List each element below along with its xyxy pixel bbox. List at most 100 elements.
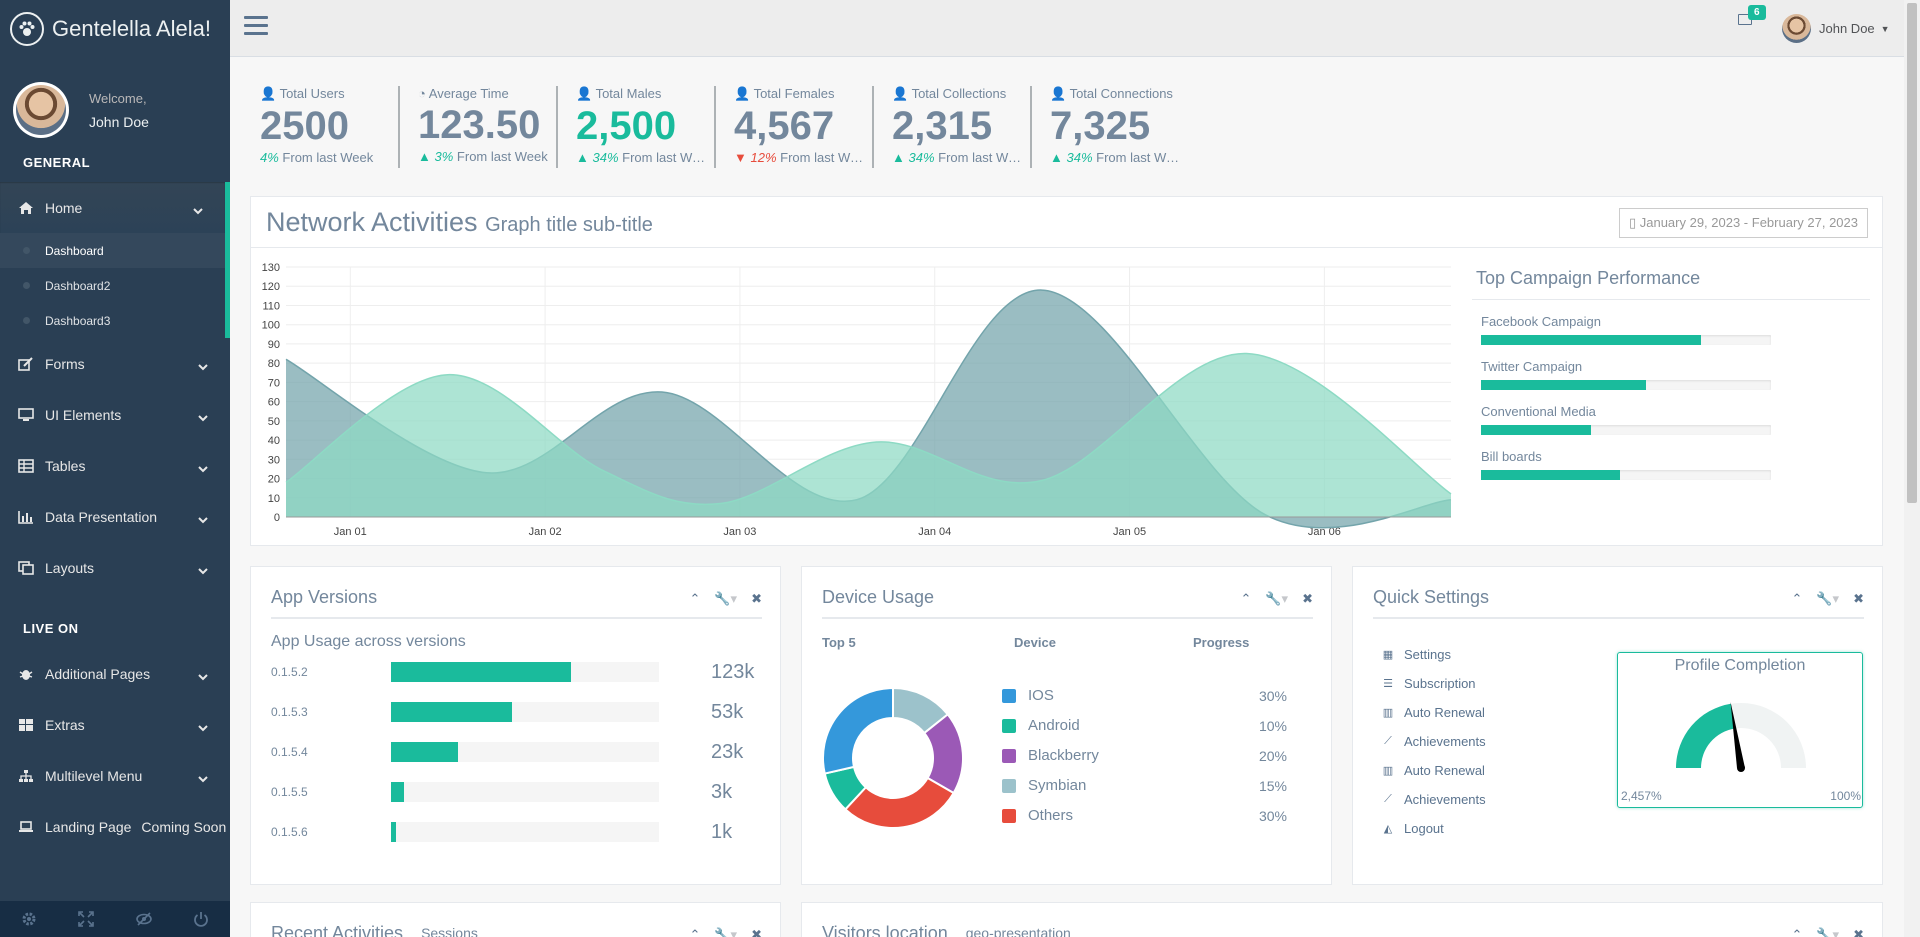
sidebar-item-home[interactable]: Home: [0, 182, 230, 233]
collapse-icon[interactable]: ⌃: [1791, 927, 1803, 937]
area-chart-icon: ◭: [1383, 823, 1393, 835]
version-label: 0.1.5.6: [271, 825, 308, 839]
sidebar-item-label: Multilevel Menu: [45, 767, 143, 784]
fullscreen-icon[interactable]: [58, 901, 116, 937]
qs-achievements[interactable]: ⟋ Achievements: [1381, 792, 1486, 807]
device-donut-chart: [822, 687, 964, 829]
profile-completion-gauge: [1676, 701, 1806, 772]
settings-icon[interactable]: [0, 901, 58, 937]
collapse-icon[interactable]: ⌃: [689, 927, 701, 937]
wrench-icon[interactable]: 🔧▾: [714, 591, 738, 606]
tile-count: 7,325: [1050, 104, 1151, 148]
qs-auto-renewal[interactable]: ▥ Auto Renewal: [1381, 763, 1485, 778]
panel-title: Visitors location: [822, 922, 948, 937]
close-icon[interactable]: ✖: [751, 927, 762, 937]
sidebar-item-tables[interactable]: Tables: [0, 440, 230, 491]
version-label: 0.1.5.4: [271, 745, 308, 759]
sidebar-item-forms[interactable]: Forms: [0, 338, 230, 389]
wrench-icon[interactable]: 🔧▾: [714, 927, 738, 937]
scrollbar[interactable]: [1904, 0, 1920, 937]
x-tick-label: Jan 01: [334, 526, 367, 538]
sidebar-item-additional-pages[interactable]: Additional Pages: [0, 648, 230, 699]
device-row: Symbian 15%: [1002, 777, 1287, 794]
tile-count: 2,500: [576, 104, 677, 148]
chevron-down-icon: [198, 358, 208, 374]
x-tick-label: Jan 06: [1308, 526, 1341, 538]
campaign-bar: [1481, 380, 1647, 390]
chevron-down-icon: [198, 562, 208, 578]
tile-total-connections: 👤 Total Connections 7,325 ▲ 34% From las…: [1030, 86, 1185, 168]
collapse-icon[interactable]: ⌃: [1791, 591, 1803, 606]
qs-settings[interactable]: ▦ Settings: [1381, 647, 1451, 662]
user-icon: 👤: [260, 86, 277, 101]
qs-subscription[interactable]: ☰ Subscription: [1381, 676, 1475, 691]
sitemap-icon: [15, 769, 37, 783]
user-icon: 👤: [892, 86, 909, 101]
close-icon[interactable]: ✖: [1853, 591, 1864, 606]
brand-name: Gentelella Alela!: [52, 15, 211, 41]
power-icon[interactable]: [173, 901, 231, 937]
home-submenu: Dashboard Dashboard2 Dashboard3: [0, 233, 230, 338]
tile-change: 34%: [908, 150, 935, 165]
campaign-name: Facebook Campaign: [1481, 314, 1601, 329]
qs-achievements[interactable]: ⟋ Achievements: [1381, 734, 1486, 749]
wrench-icon[interactable]: 🔧▾: [1816, 591, 1840, 606]
date-range-picker[interactable]: ▯ January 29, 2023 - February 27, 2023: [1618, 208, 1868, 238]
x-tick-label: Jan 03: [723, 526, 756, 538]
calendar-icon: ▯: [1628, 215, 1637, 230]
avatar[interactable]: [13, 82, 69, 138]
sort-asc-icon: ▲: [892, 150, 905, 165]
sidebar-item-extras[interactable]: Extras: [0, 699, 230, 750]
close-icon[interactable]: ✖: [751, 591, 762, 606]
bug-icon: [15, 667, 37, 681]
close-icon[interactable]: ✖: [1302, 591, 1313, 606]
sort-asc-icon: ▲: [576, 150, 589, 165]
sidebar-item-landing[interactable]: Landing Page Coming Soon: [0, 801, 230, 852]
y-tick-label: 110: [262, 300, 280, 312]
sidebar: Gentelella Alela! Welcome, John Doe GENE…: [0, 0, 230, 937]
campaign-row: Bill boards: [1481, 449, 1870, 480]
sidebar-subitem-dashboard2[interactable]: Dashboard2: [0, 268, 225, 303]
eye-slash-icon[interactable]: [115, 901, 173, 937]
brand[interactable]: Gentelella Alela!: [0, 0, 230, 57]
gauge-max-label: 100%: [1830, 789, 1861, 803]
collapse-icon[interactable]: ⌃: [689, 591, 701, 606]
user-icon: 👤: [734, 86, 751, 101]
wrench-icon[interactable]: 🔧▾: [1265, 591, 1289, 606]
edit-icon: [15, 356, 37, 371]
sidebar-subitem-dashboard3[interactable]: Dashboard3: [0, 303, 225, 338]
y-tick-label: 20: [268, 474, 280, 486]
section-live: LIVE ON: [23, 621, 79, 636]
version-value: 23k: [711, 740, 744, 763]
y-tick-label: 70: [268, 377, 280, 389]
user-menu[interactable]: John Doe ▼: [1782, 14, 1890, 43]
sidebar-item-label: Additional Pages: [45, 665, 151, 682]
network-chart: 0 10 20 30 40 50 60 70 80 90 100 110 120 130 Jan 01 Jan…: [262, 262, 1452, 538]
version-bar: [391, 822, 397, 842]
menu-toggle-icon[interactable]: [244, 16, 268, 40]
sidebar-subitem-dashboard[interactable]: Dashboard: [0, 233, 225, 268]
close-icon[interactable]: ✖: [1853, 927, 1864, 937]
qs-auto-renewal[interactable]: ▥ Auto Renewal: [1381, 705, 1485, 720]
qs-label: Achievements: [1404, 792, 1486, 807]
sidebar-item-data-presentation[interactable]: Data Presentation: [0, 491, 230, 542]
sidebar-item-ui-elements[interactable]: UI Elements: [0, 389, 230, 440]
clone-icon: [15, 560, 37, 575]
sidebar-item-layouts[interactable]: Layouts: [0, 542, 230, 593]
wrench-icon[interactable]: 🔧▾: [1816, 927, 1840, 937]
y-tick-label: 90: [268, 339, 280, 351]
home-icon: [15, 201, 37, 215]
version-value: 3k: [711, 780, 733, 803]
panel-subtitle: geo-presentation: [965, 925, 1071, 937]
collapse-icon[interactable]: ⌃: [1240, 591, 1252, 606]
qs-label: Auto Renewal: [1404, 763, 1485, 778]
line-series-2: [285, 352, 1452, 506]
version-bar: [391, 782, 405, 802]
device-row: Others 30%: [1002, 807, 1287, 824]
app-versions-panel: App Versions ⌃ 🔧▾ ✖ App Usage across ver…: [250, 566, 781, 885]
sidebar-item-multilevel[interactable]: Multilevel Menu: [0, 750, 230, 801]
qs-logout[interactable]: ◭ Logout: [1381, 821, 1444, 836]
tile-average-time: ◔ Average Time 123.50 ▲ 3% From last Wee…: [398, 86, 548, 168]
tile-label: Total Users: [279, 86, 345, 101]
user-avatar: [1782, 14, 1811, 43]
